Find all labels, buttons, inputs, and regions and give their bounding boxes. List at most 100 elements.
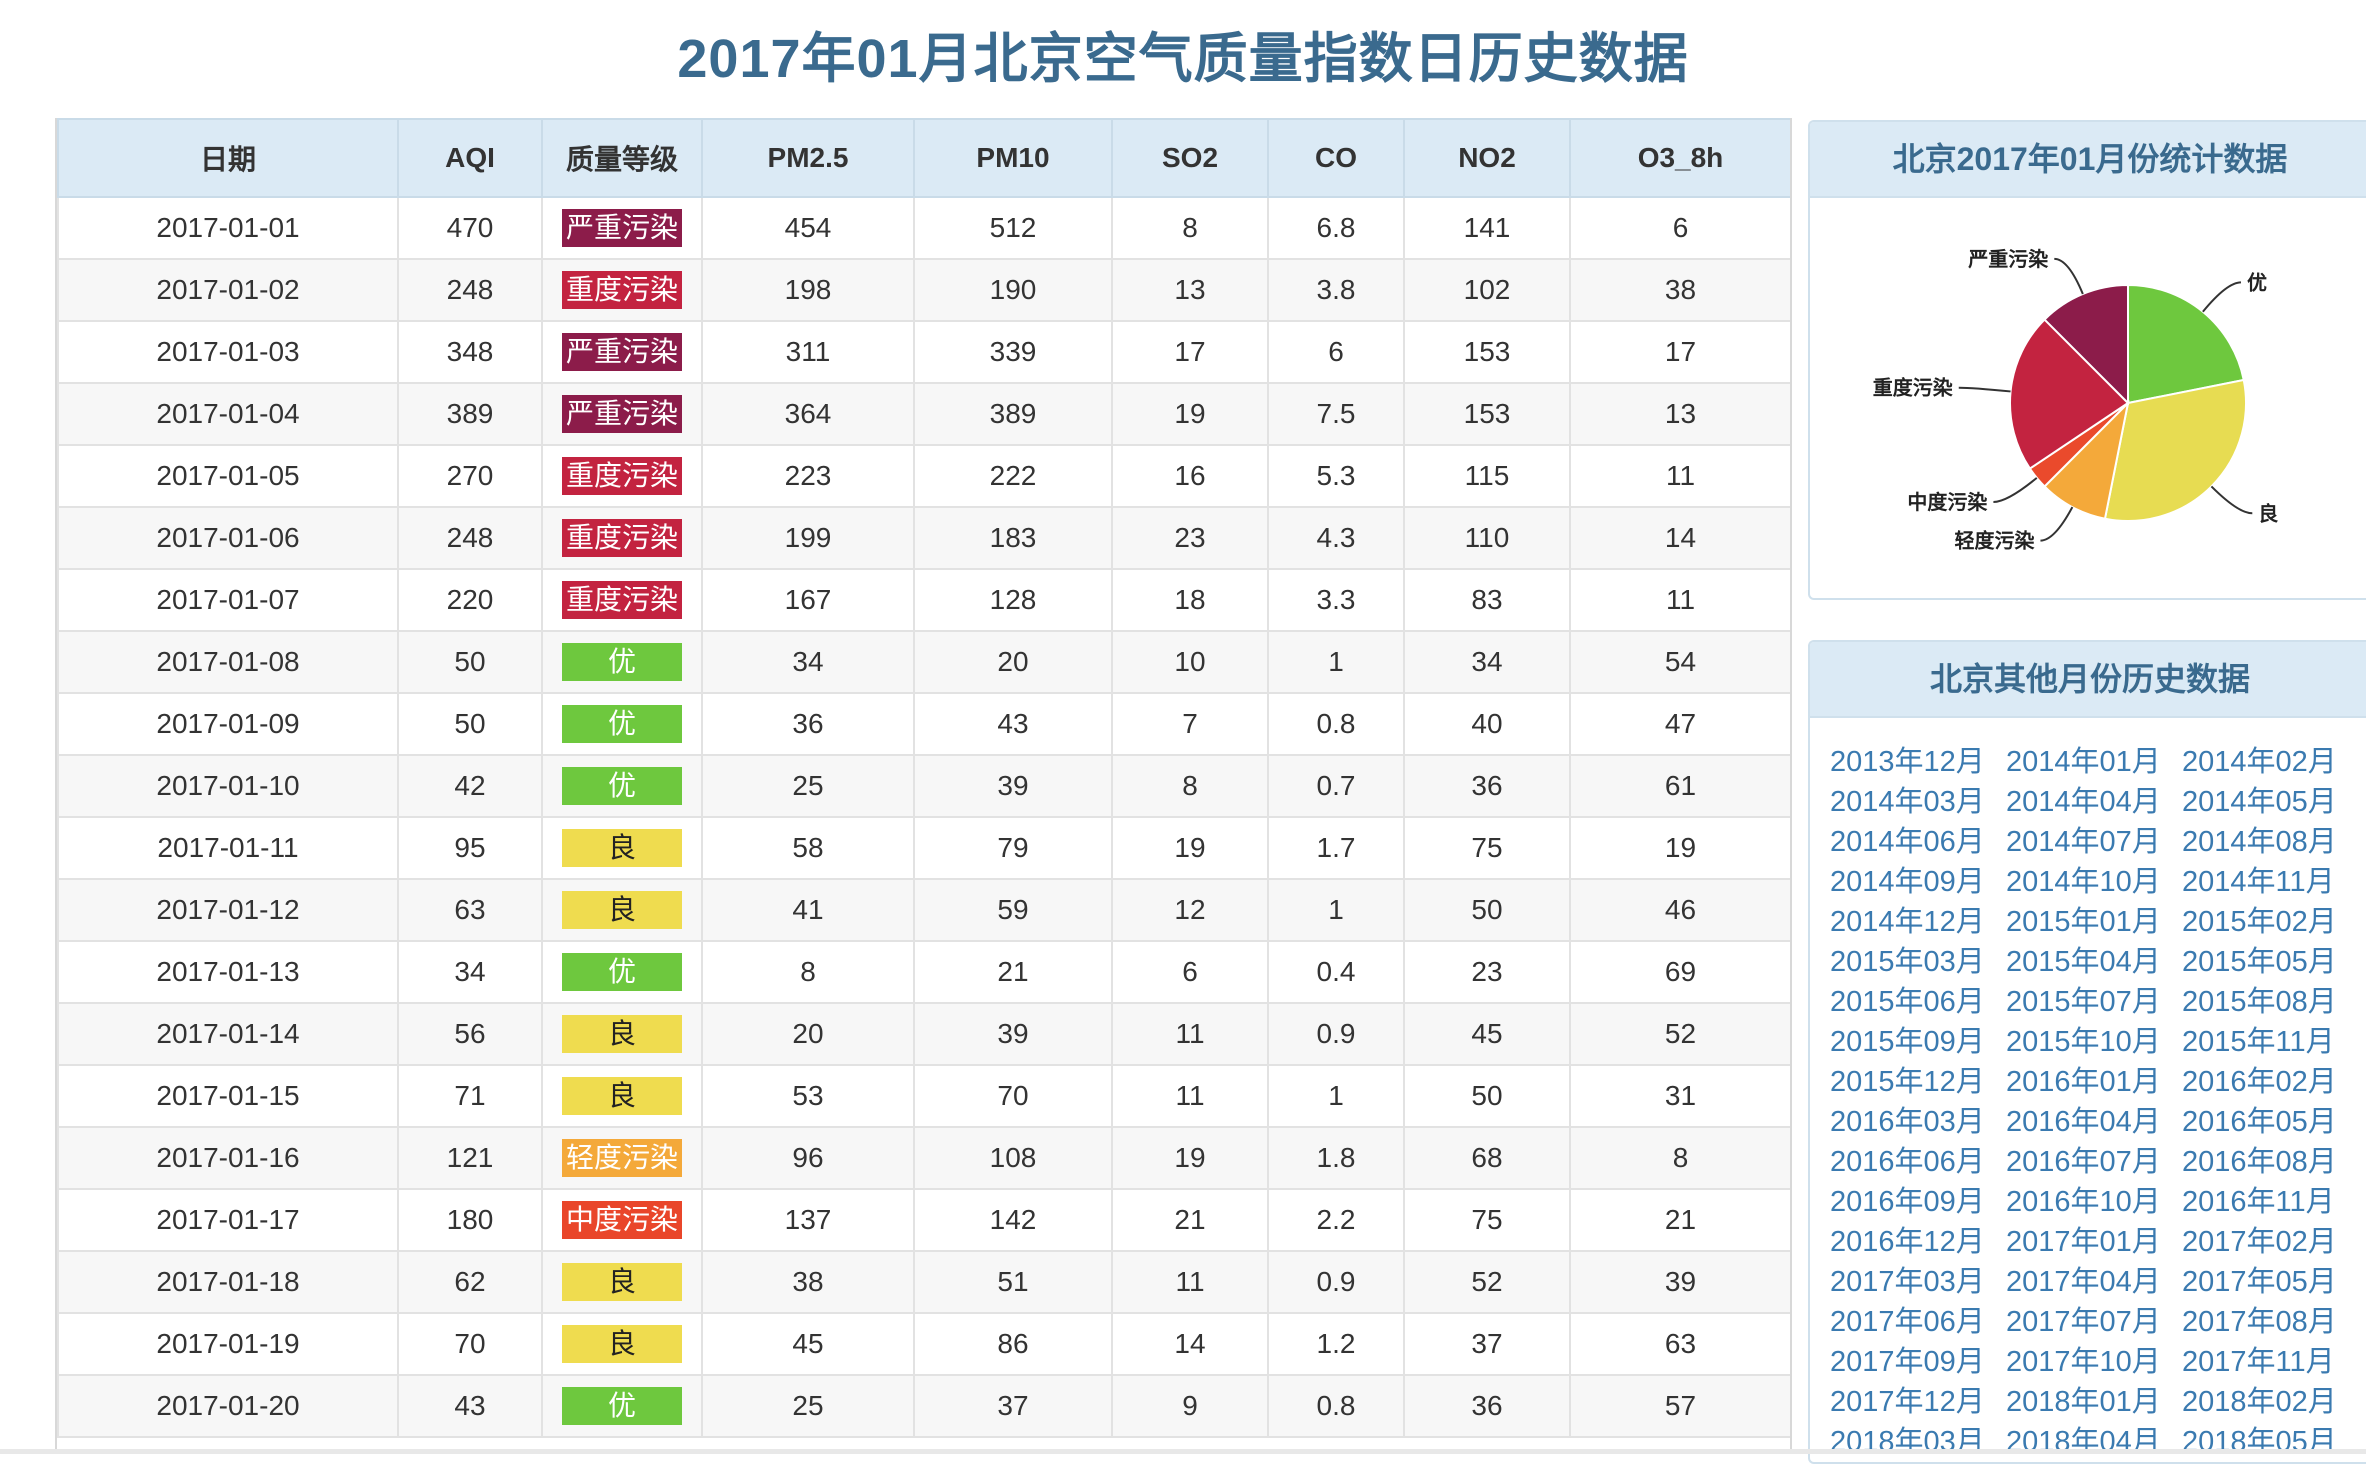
history-month-link[interactable]: 2016年08月 (2182, 1146, 2337, 1178)
table-cell: 11 (1111, 1002, 1269, 1066)
table-row: 2017-01-11 95 良 58 79 19 1.7 75 19 (57, 816, 1790, 880)
history-month-link[interactable]: 2015年09月 (1830, 1026, 1985, 1058)
quality-level-badge: 良 (562, 891, 682, 929)
table-cell: 75 (1403, 816, 1571, 880)
table-cell: 2017-01-09 (57, 692, 399, 756)
history-month-link[interactable]: 2015年08月 (2182, 986, 2337, 1018)
history-month-link[interactable]: 2015年02月 (2182, 906, 2337, 938)
history-month-link[interactable]: 2016年02月 (2182, 1066, 2337, 1098)
history-month-link[interactable]: 2018年02月 (2182, 1386, 2337, 1418)
history-month-link[interactable]: 2014年07月 (2006, 826, 2161, 858)
history-month-link[interactable]: 2015年10月 (2006, 1026, 2161, 1058)
history-month-link[interactable]: 2017年10月 (2006, 1346, 2161, 1378)
quality-level-badge: 良 (562, 829, 682, 867)
history-month-link[interactable]: 2015年03月 (1830, 946, 1985, 978)
history-row: 2016年12月 2017年01月 2017年02月 (1830, 1222, 2366, 1262)
history-month-link[interactable]: 2017年04月 (2006, 1266, 2161, 1298)
history-month-link[interactable]: 2014年10月 (2006, 866, 2161, 898)
table-cell: 63 (397, 878, 543, 942)
pie-slice-label: 轻度污染 (1954, 529, 2035, 553)
history-month-link[interactable]: 2017年07月 (2006, 1306, 2161, 1338)
page-title: 2017年01月北京空气质量指数日历史数据 (677, 29, 1689, 89)
table-cell: 25 (701, 754, 915, 818)
history-month-link[interactable]: 2016年11月 (2182, 1186, 2335, 1218)
history-month-link[interactable]: 2015年06月 (1830, 986, 1985, 1018)
table-cell: 37 (913, 1374, 1113, 1438)
history-month-link[interactable]: 2014年02月 (2182, 746, 2337, 778)
history-month-link[interactable]: 2017年01月 (2006, 1226, 2161, 1258)
table-header-row: 日期 AQI 质量等级 PM2.5 PM10 SO2 CO NO2 O3_8h (57, 118, 1790, 198)
history-month-link[interactable]: 2016年01月 (2006, 1066, 2161, 1098)
history-month-link[interactable]: 2014年09月 (1830, 866, 1985, 898)
table-cell: 61 (1569, 754, 1790, 818)
table-cell: 11 (1569, 444, 1790, 508)
aqi-table-container: 日期 AQI 质量等级 PM2.5 PM10 SO2 CO NO2 O3_8h 2017-01-… (55, 118, 1792, 1454)
table-cell: 5.3 (1267, 444, 1405, 508)
pie-slice-label: 严重污染 (1967, 247, 2049, 271)
table-cell: 79 (913, 816, 1113, 880)
history-month-link[interactable]: 2015年11月 (2182, 1026, 2335, 1058)
history-month-link[interactable]: 2017年11月 (2182, 1346, 2335, 1378)
history-month-link[interactable]: 2017年12月 (1830, 1386, 1985, 1418)
table-cell: 2017-01-19 (57, 1312, 399, 1376)
table-cell: 1.8 (1267, 1126, 1405, 1190)
history-month-link[interactable]: 2013年12月 (1830, 746, 1985, 778)
table-cell: 0.8 (1267, 692, 1405, 756)
table-cell: 7 (1111, 692, 1269, 756)
page-bottom-divider (0, 1449, 2366, 1454)
quality-level-badge: 重度污染 (562, 271, 682, 309)
pie-slice (2009, 318, 2130, 470)
table-cell: 2017-01-18 (57, 1250, 399, 1314)
history-month-link[interactable]: 2015年04月 (2006, 946, 2161, 978)
history-month-link[interactable]: 2016年10月 (2006, 1186, 2161, 1218)
table-cell: 1 (1267, 630, 1405, 694)
quality-level-badge: 重度污染 (562, 581, 682, 619)
history-month-link[interactable]: 2014年03月 (1830, 786, 1985, 818)
table-cell: 10 (1111, 630, 1269, 694)
history-month-link[interactable]: 2016年04月 (2006, 1106, 2161, 1138)
history-month-link[interactable]: 2017年09月 (1830, 1346, 1985, 1378)
history-month-link[interactable]: 2018年04月 (2006, 1426, 2161, 1458)
history-month-link[interactable]: 2018年03月 (1830, 1426, 1985, 1458)
table-cell: 2017-01-01 (57, 196, 399, 260)
table-cell: 53 (701, 1064, 915, 1128)
history-month-link[interactable]: 2017年05月 (2182, 1266, 2337, 1298)
table-cell: 96 (701, 1126, 915, 1190)
history-month-link[interactable]: 2014年04月 (2006, 786, 2161, 818)
history-month-link[interactable]: 2017年02月 (2182, 1226, 2337, 1258)
history-month-link[interactable]: 2014年01月 (2006, 746, 2161, 778)
history-month-link[interactable]: 2014年08月 (2182, 826, 2337, 858)
history-month-link[interactable]: 2016年07月 (2006, 1146, 2161, 1178)
history-row: 2017年06月 2017年07月 2017年08月 (1830, 1302, 2366, 1342)
table-cell: 50 (397, 630, 543, 694)
history-month-link[interactable]: 2016年06月 (1830, 1146, 1985, 1178)
history-month-link[interactable]: 2015年01月 (2006, 906, 2161, 938)
history-month-link[interactable]: 2017年08月 (2182, 1306, 2337, 1338)
table-cell: 364 (701, 382, 915, 446)
table-cell: 2017-01-15 (57, 1064, 399, 1128)
history-month-link[interactable]: 2014年11月 (2182, 866, 2335, 898)
history-month-link[interactable]: 2018年01月 (2006, 1386, 2161, 1418)
table-cell: 11 (1111, 1064, 1269, 1128)
table-cell: 25 (701, 1374, 915, 1438)
table-cell: 190 (913, 258, 1113, 322)
history-month-link[interactable]: 2014年06月 (1830, 826, 1985, 858)
history-month-link[interactable]: 2018年05月 (2182, 1426, 2337, 1458)
history-month-link[interactable]: 2014年05月 (2182, 786, 2337, 818)
history-month-link[interactable]: 2016年09月 (1830, 1186, 1985, 1218)
column-header: PM2.5 (701, 118, 915, 198)
table-cell: 58 (701, 816, 915, 880)
table-cell: 52 (1569, 1002, 1790, 1066)
history-month-link[interactable]: 2016年03月 (1830, 1106, 1985, 1138)
history-month-link[interactable]: 2016年05月 (2182, 1106, 2337, 1138)
history-row: 2016年03月 2016年04月 2016年05月 (1830, 1102, 2366, 1142)
history-month-link[interactable]: 2017年03月 (1830, 1266, 1985, 1298)
history-month-link[interactable]: 2015年07月 (2006, 986, 2161, 1018)
quality-level-badge: 优 (562, 953, 682, 991)
table-cell: 110 (1403, 506, 1571, 570)
history-month-link[interactable]: 2016年12月 (1830, 1226, 1985, 1258)
history-month-link[interactable]: 2015年05月 (2182, 946, 2337, 978)
history-month-link[interactable]: 2014年12月 (1830, 906, 1985, 938)
history-month-link[interactable]: 2015年12月 (1830, 1066, 1985, 1098)
history-month-link[interactable]: 2017年06月 (1830, 1306, 1985, 1338)
